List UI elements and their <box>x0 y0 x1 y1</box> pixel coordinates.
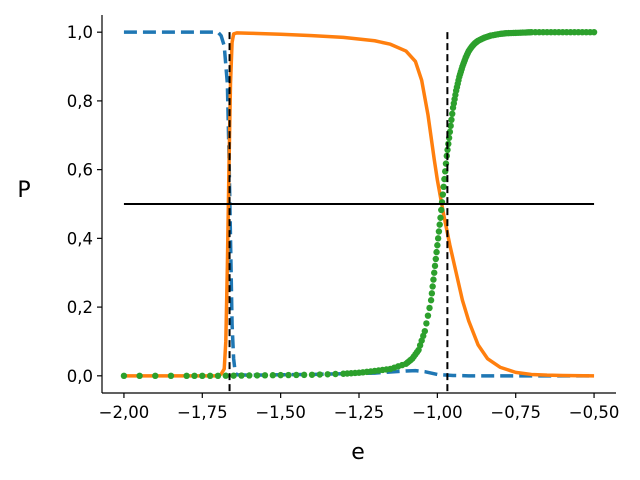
series-2-point <box>435 228 443 235</box>
series-2-point <box>277 371 284 379</box>
series-2-point <box>539 28 547 36</box>
series-2-point <box>555 28 562 36</box>
series-2-point <box>300 371 308 379</box>
series-2-point <box>430 276 437 283</box>
series-2-point <box>316 371 324 378</box>
series-2-point <box>433 248 440 256</box>
series-2-point <box>448 116 455 124</box>
plot-area <box>120 28 598 380</box>
series-2-point <box>420 332 427 340</box>
series-2-point <box>510 29 517 37</box>
x-tick-label: −2,00 <box>99 403 150 422</box>
y-tick-label: 0,0 <box>67 367 93 386</box>
series-2-point <box>351 369 359 377</box>
series-2-point <box>367 368 374 375</box>
series-2-point <box>427 297 435 304</box>
reference-lines <box>123 32 595 393</box>
series-2-point <box>436 221 443 228</box>
series-2-point <box>449 110 456 118</box>
series-2-point <box>439 191 447 198</box>
y-tick-label: 0,4 <box>67 229 93 248</box>
x-axis-label: e <box>351 440 365 465</box>
series-2-point <box>206 372 214 380</box>
y-tick-label: 0,8 <box>67 92 93 111</box>
series-2-point <box>586 28 594 36</box>
series-2-points <box>120 28 598 380</box>
series-2-point <box>444 146 451 154</box>
series-2-point <box>423 320 430 327</box>
series-2-point <box>455 77 462 84</box>
series-2-point <box>214 372 222 380</box>
series-2-point <box>431 269 438 276</box>
series-2-point <box>424 312 432 319</box>
series-2-point <box>452 91 459 99</box>
series-2-point <box>222 372 229 379</box>
series-2-point <box>429 283 436 290</box>
series-2-point <box>431 262 439 270</box>
ticks: −2,00 −1,75 −1,50 −1,25 −1,00 −0,75 −0,50 0,0 0,… <box>67 23 620 422</box>
series-2-point <box>398 361 406 369</box>
series-2-point <box>434 242 441 249</box>
series-2-point <box>426 304 433 312</box>
series-2-point <box>447 122 454 130</box>
y-axis-label: P <box>17 178 30 203</box>
series-2-point <box>332 370 339 378</box>
series-2-point <box>246 372 253 379</box>
series-1-line <box>123 31 595 378</box>
series-2-point <box>437 214 444 221</box>
series-2-point <box>571 28 578 36</box>
series-2-point <box>293 371 300 379</box>
series-2-point <box>230 372 237 379</box>
x-tick-label: −1,75 <box>177 403 228 422</box>
series-2-point <box>269 372 277 379</box>
series-2-point <box>308 371 316 378</box>
series-2-point <box>428 290 436 297</box>
series-2-point <box>152 372 159 380</box>
series-2-point <box>253 372 261 379</box>
series-2-point <box>432 255 439 263</box>
series-2-point <box>383 366 390 373</box>
series-2-point <box>136 372 143 380</box>
x-tick-label: −1,50 <box>255 403 306 422</box>
y-tick-label: 0,2 <box>67 298 93 317</box>
x-tick-label: −0,50 <box>569 403 620 422</box>
series-2-point <box>191 372 198 380</box>
y-tick-label: 1,0 <box>67 23 93 42</box>
series-2-point <box>285 371 292 379</box>
x-tick-label: −1,00 <box>412 403 463 422</box>
series-2-point <box>238 372 245 379</box>
series-2-point <box>183 372 190 380</box>
series-2-point <box>440 183 447 191</box>
series-2-point <box>324 371 331 378</box>
x-tick-label: −1,25 <box>334 403 385 422</box>
series-2-point <box>441 175 448 183</box>
series-2-point <box>120 372 128 380</box>
y-tick-label: 0,6 <box>67 161 93 180</box>
series-2-point <box>167 372 175 380</box>
series-2-point <box>434 235 442 242</box>
series-2-point <box>261 372 269 379</box>
series-2-point <box>199 372 206 380</box>
x-tick-label: −0,75 <box>490 403 541 422</box>
series-2-point <box>413 348 421 356</box>
series-2-point <box>438 206 445 214</box>
series-2-point <box>526 29 534 36</box>
